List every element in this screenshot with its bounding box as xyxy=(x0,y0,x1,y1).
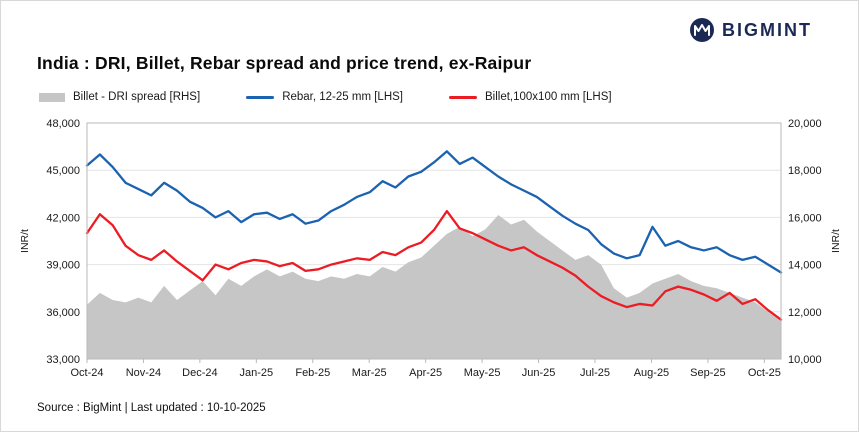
legend-item-billet: Billet,100x100 mm [LHS] xyxy=(449,91,612,103)
svg-text:42,000: 42,000 xyxy=(46,212,80,224)
chart-legend: Billet - DRI spread [RHS] Rebar, 12-25 m… xyxy=(39,91,612,103)
svg-text:Apr-25: Apr-25 xyxy=(409,367,442,379)
legend-label: Rebar, 12-25 mm [LHS] xyxy=(282,91,403,103)
legend-item-rebar: Rebar, 12-25 mm [LHS] xyxy=(246,91,403,103)
svg-text:INR/t: INR/t xyxy=(19,229,31,253)
billet-legend-swatch xyxy=(449,95,477,99)
svg-text:Jun-25: Jun-25 xyxy=(522,367,556,379)
svg-text:10,000: 10,000 xyxy=(788,354,822,366)
svg-text:Oct-25: Oct-25 xyxy=(748,367,781,379)
svg-text:Nov-24: Nov-24 xyxy=(126,367,161,379)
svg-text:Mar-25: Mar-25 xyxy=(352,367,387,379)
svg-text:48,000: 48,000 xyxy=(46,118,80,130)
chart-title: India : DRI, Billet, Rebar spread and pr… xyxy=(37,53,532,73)
svg-text:Jan-25: Jan-25 xyxy=(240,367,274,379)
svg-text:33,000: 33,000 xyxy=(46,354,80,366)
svg-text:May-25: May-25 xyxy=(464,367,501,379)
svg-text:18,000: 18,000 xyxy=(788,165,822,177)
price-trend-chart: 33,000 36,000 39,000 42,000 45,000 48,000 10,0… xyxy=(19,118,842,379)
spread-legend-swatch xyxy=(39,92,65,102)
svg-text:12,000: 12,000 xyxy=(788,307,822,319)
svg-text:Oct-24: Oct-24 xyxy=(70,367,103,379)
svg-text:20,000: 20,000 xyxy=(788,118,822,130)
svg-text:16,000: 16,000 xyxy=(788,212,822,224)
svg-text:INR/t: INR/t xyxy=(830,229,842,253)
svg-text:Jul-25: Jul-25 xyxy=(580,367,610,379)
svg-text:Feb-25: Feb-25 xyxy=(295,367,330,379)
svg-text:Aug-25: Aug-25 xyxy=(634,367,669,379)
bigmint-logo: BIGMINT xyxy=(689,17,812,43)
svg-text:14,000: 14,000 xyxy=(788,260,822,272)
svg-text:45,000: 45,000 xyxy=(46,165,80,177)
legend-label: Billet,100x100 mm [LHS] xyxy=(485,91,612,103)
svg-text:Dec-24: Dec-24 xyxy=(182,367,217,379)
svg-text:39,000: 39,000 xyxy=(46,260,80,272)
rebar-legend-swatch xyxy=(246,95,275,99)
svg-text:36,000: 36,000 xyxy=(46,307,80,319)
brand-name: BIGMINT xyxy=(722,19,812,40)
legend-item-spread: Billet - DRI spread [RHS] xyxy=(39,91,200,103)
legend-label: Billet - DRI spread [RHS] xyxy=(73,91,201,103)
source-note: Source : BigMint | Last updated : 10-10-… xyxy=(37,402,266,414)
svg-text:Sep-25: Sep-25 xyxy=(690,367,725,379)
bigmint-logo-icon xyxy=(690,18,714,42)
